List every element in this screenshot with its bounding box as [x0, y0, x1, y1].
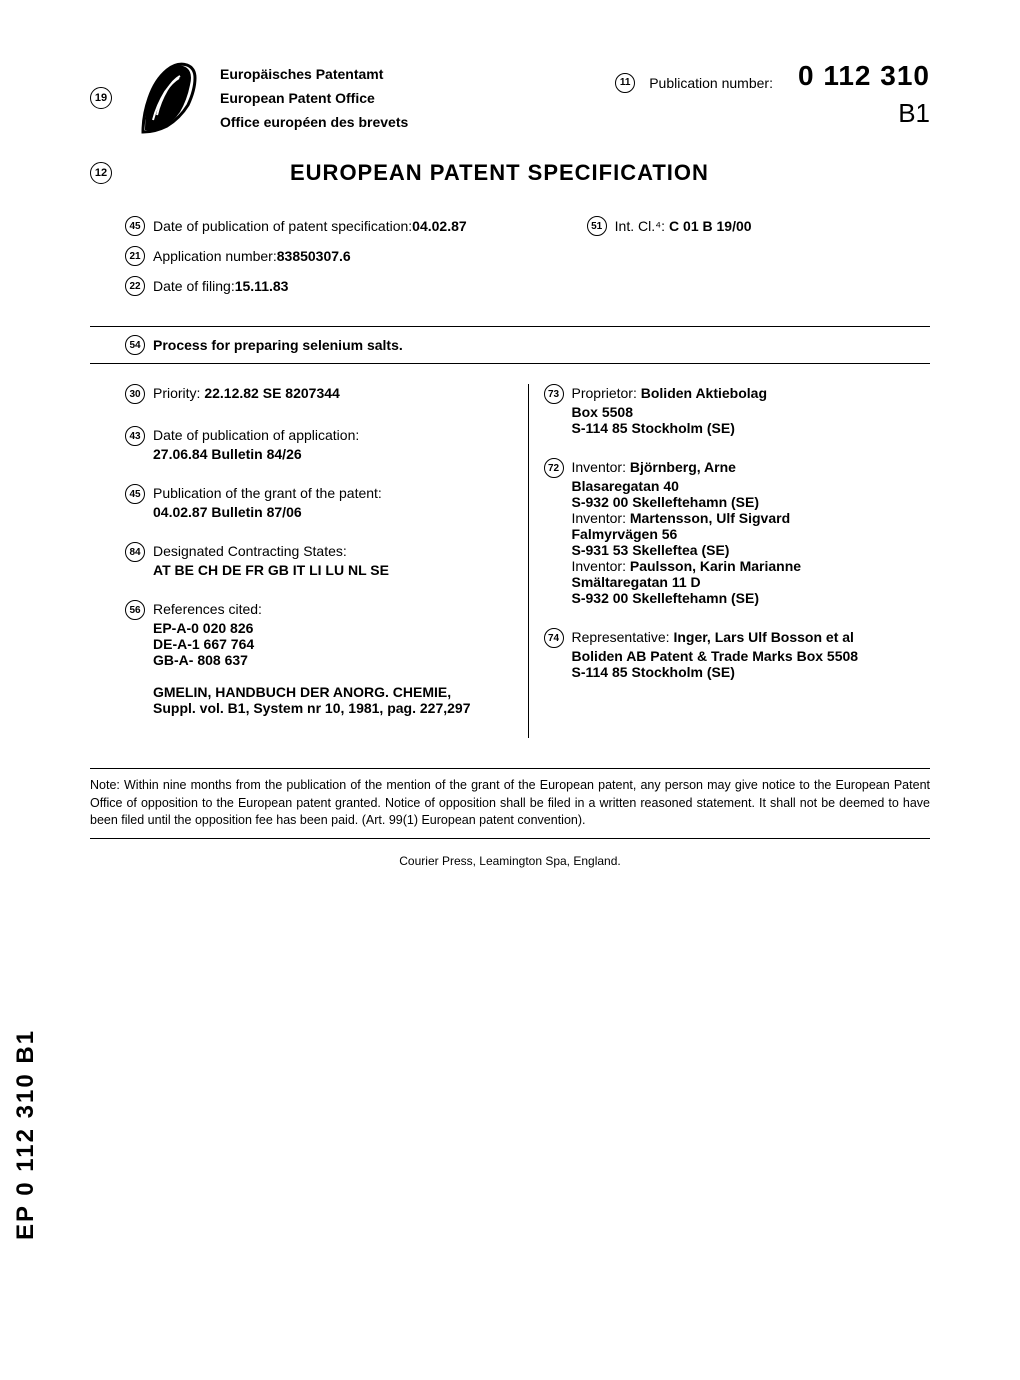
circled-56: 56: [125, 600, 145, 620]
inv-addr-1b: S-932 00 Skelleftehamn (SE): [572, 494, 931, 510]
circled-45: 45: [125, 216, 145, 236]
pub-grant-label: Publication of the grant of the patent:: [153, 484, 382, 504]
circled-54: 54: [125, 335, 145, 355]
date-filing-label: Date of filing:: [153, 278, 235, 294]
meta-block: 45 Date of publication of patent specifi…: [125, 216, 930, 296]
circled-74: 74: [544, 628, 564, 648]
sidebar-patent-number: EP 0 112 310 B1: [12, 1029, 40, 1240]
office-de: Europäisches Patentamt: [220, 66, 408, 82]
date-pub-app: 27.06.84 Bulletin 84/26: [153, 446, 508, 462]
circled-84: 84: [125, 542, 145, 562]
ref-3: GB-A- 808 637: [153, 652, 508, 668]
pub-grant: 04.02.87 Bulletin 87/06: [153, 504, 508, 520]
epo-logo-icon: [135, 60, 205, 135]
inv-label-1: Inventor:: [572, 459, 630, 475]
priority-label: Priority:: [153, 385, 204, 401]
app-num: 83850307.6: [277, 248, 351, 264]
inv-addr-3b: S-932 00 Skelleftehamn (SE): [572, 590, 931, 606]
logo-area: 19 Europäisches Patentamt European Paten…: [90, 60, 408, 135]
app-num-label: Application number:: [153, 248, 277, 264]
rep-addr2: S-114 85 Stockholm (SE): [572, 664, 931, 680]
int-cl-label: Int. Cl.⁴:: [615, 218, 665, 234]
rep-label: Representative:: [572, 629, 674, 645]
date-pub-spec: 04.02.87: [412, 218, 467, 234]
office-en: European Patent Office: [220, 90, 408, 106]
footer-printer: Courier Press, Leamington Spa, England.: [90, 854, 930, 868]
inv-name-2: Martensson, Ulf Sigvard: [630, 510, 790, 526]
circled-73: 73: [544, 384, 564, 404]
prop-name: Boliden Aktiebolag: [641, 385, 767, 401]
inv-label-3: Inventor:: [572, 558, 630, 574]
ref-1: EP-A-0 020 826: [153, 620, 508, 636]
invention-title-row: 54 Process for preparing selenium salts.: [125, 335, 930, 355]
date-pub-spec-label: Date of publication of patent specificat…: [153, 218, 412, 234]
inv-addr-3a: Smältaregatan 11 D: [572, 574, 931, 590]
left-column: 30 Priority: 22.12.82 SE 8207344 43 Date…: [125, 384, 528, 738]
circled-11: 11: [615, 73, 635, 93]
inv-addr-2a: Falmyrvägen 56: [572, 526, 931, 542]
priority: 22.12.82 SE 8207344: [204, 385, 339, 401]
divider: [90, 326, 930, 327]
date-filing: 15.11.83: [235, 278, 289, 294]
publication-number: 0 112 310: [798, 60, 930, 92]
title-row: 12 EUROPEAN PATENT SPECIFICATION: [90, 160, 930, 186]
right-column: 73 Proprietor: Boliden Aktiebolag Box 55…: [528, 384, 931, 738]
states-label: Designated Contracting States:: [153, 542, 347, 562]
ref-4a: GMELIN, HANDBUCH DER ANORG. CHEMIE,: [153, 684, 508, 700]
two-column-body: 30 Priority: 22.12.82 SE 8207344 43 Date…: [125, 384, 930, 738]
inv-name-3: Paulsson, Karin Marianne: [630, 558, 801, 574]
inv-addr-1a: Blasaregatan 40: [572, 478, 931, 494]
circled-12: 12: [90, 162, 112, 184]
circled-45b: 45: [125, 484, 145, 504]
opposition-note: Note: Within nine months from the public…: [90, 777, 930, 830]
circled-22: 22: [125, 276, 145, 296]
circled-43: 43: [125, 426, 145, 446]
pub-number-block: 11 Publication number: 0 112 310 B1: [615, 60, 930, 129]
circled-51: 51: [587, 216, 607, 236]
states: AT BE CH DE FR GB IT LI LU NL SE: [153, 562, 508, 578]
rep-name: Inger, Lars Ulf Bosson et al: [673, 629, 854, 645]
invention-title: Process for preparing selenium salts.: [153, 337, 403, 353]
divider: [90, 363, 930, 364]
date-pub-app-label: Date of publication of application:: [153, 426, 359, 446]
ref-4b: Suppl. vol. B1, System nr 10, 1981, pag.…: [153, 700, 508, 716]
header: 19 Europäisches Patentamt European Paten…: [90, 60, 930, 135]
ref-2: DE-A-1 667 764: [153, 636, 508, 652]
circled-72: 72: [544, 458, 564, 478]
circled-30: 30: [125, 384, 145, 404]
rep-addr1: Boliden AB Patent & Trade Marks Box 5508: [572, 648, 931, 664]
circled-21: 21: [125, 246, 145, 266]
refs-label: References cited:: [153, 600, 262, 620]
office-names: Europäisches Patentamt European Patent O…: [220, 66, 408, 130]
spec-title: EUROPEAN PATENT SPECIFICATION: [290, 160, 709, 186]
prop-addr1: Box 5508: [572, 404, 931, 420]
office-fr: Office européen des brevets: [220, 114, 408, 130]
int-cl: C 01 B 19/00: [669, 218, 752, 234]
divider: [90, 838, 930, 839]
inv-addr-2b: S-931 53 Skelleftea (SE): [572, 542, 931, 558]
prop-addr2: S-114 85 Stockholm (SE): [572, 420, 931, 436]
pub-label: Publication number:: [649, 75, 773, 91]
circled-19: 19: [90, 87, 112, 109]
prop-label: Proprietor:: [572, 385, 641, 401]
divider: [90, 768, 930, 769]
inv-label-2: Inventor:: [572, 510, 630, 526]
kind-code: B1: [898, 98, 930, 129]
inv-name-1: Björnberg, Arne: [630, 459, 736, 475]
